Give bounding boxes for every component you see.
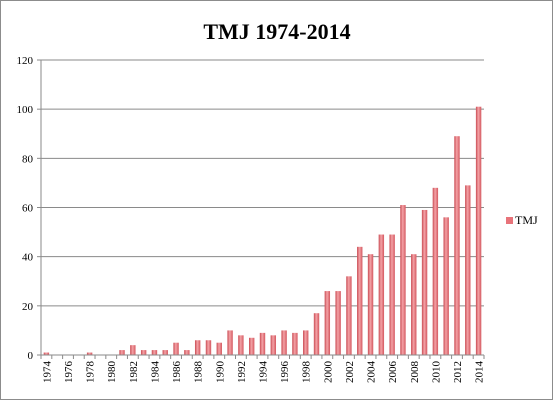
bar — [421, 209, 428, 355]
bar — [443, 217, 449, 355]
x-tick-label: 1992 — [236, 361, 248, 383]
x-tick-label: 2004 — [366, 361, 378, 384]
bar — [259, 332, 266, 355]
x-tick-label: 2012 — [452, 361, 464, 383]
x-tick-label: 1990 — [214, 361, 226, 384]
y-tick-label: 80 — [22, 153, 34, 165]
bar — [335, 291, 341, 355]
bar — [43, 352, 50, 355]
bar — [367, 254, 374, 355]
axes: 0 20 40 60 80 100 120 1974 1976 1978 1980 1982 1984 1… — [17, 55, 486, 383]
bar — [173, 342, 179, 355]
bar — [346, 276, 352, 355]
bar — [303, 330, 309, 355]
x-tick-label: 1980 — [106, 361, 118, 384]
bar — [86, 352, 93, 355]
bar — [162, 350, 168, 355]
y-tick-label: 20 — [22, 301, 34, 313]
gridlines — [41, 59, 484, 307]
x-tick-label: 1974 — [41, 361, 53, 384]
bar — [281, 330, 287, 355]
bar — [313, 313, 320, 355]
x-tick-label: 2000 — [322, 361, 334, 384]
y-tick-label: 40 — [22, 252, 34, 264]
x-tick-label: 1984 — [149, 361, 161, 384]
bar — [140, 350, 147, 355]
x-tick-label: 1996 — [279, 361, 291, 384]
x-tick-label: 2006 — [387, 361, 399, 384]
bar — [465, 185, 471, 355]
x-tick-label: 1978 — [85, 361, 97, 384]
bar — [454, 136, 460, 355]
x-tick-label: 2014 — [474, 361, 486, 384]
legend: TMJ — [506, 213, 538, 227]
y-tick-label: 0 — [28, 350, 34, 362]
x-tick-label: 2008 — [409, 361, 421, 384]
bar — [205, 340, 212, 355]
bar — [411, 254, 417, 355]
bar — [378, 234, 385, 355]
bars — [43, 106, 482, 355]
bar — [130, 345, 136, 355]
y-tick-label: 120 — [17, 55, 34, 67]
bar — [248, 337, 255, 355]
x-tick-label: 2010 — [430, 361, 442, 384]
bar — [184, 350, 190, 355]
x-tick-label: 1982 — [128, 361, 140, 383]
bar — [238, 335, 244, 355]
x-tick-label: 1986 — [171, 361, 183, 384]
bar — [270, 335, 277, 355]
bar — [216, 342, 222, 355]
chart-title: TMJ 1974-2014 — [203, 19, 350, 44]
x-tick-label: 1976 — [63, 361, 75, 384]
y-tick-label: 60 — [22, 203, 34, 215]
bar — [119, 350, 125, 355]
bar — [400, 205, 406, 355]
x-tick-label: 1994 — [258, 361, 270, 384]
bar — [151, 350, 158, 355]
y-tick-label: 100 — [17, 104, 34, 116]
bar — [227, 330, 233, 355]
legend-swatch — [506, 217, 513, 224]
x-tick-label: 1988 — [193, 361, 205, 384]
bar — [194, 340, 201, 355]
bar — [357, 246, 363, 355]
x-tick-label: 2002 — [344, 361, 356, 383]
legend-label: TMJ — [515, 213, 538, 227]
bar — [292, 332, 298, 355]
bar — [389, 234, 395, 355]
bar — [432, 187, 439, 355]
bar — [324, 291, 331, 355]
bar — [475, 106, 482, 355]
x-tick-label: 1998 — [301, 361, 313, 384]
